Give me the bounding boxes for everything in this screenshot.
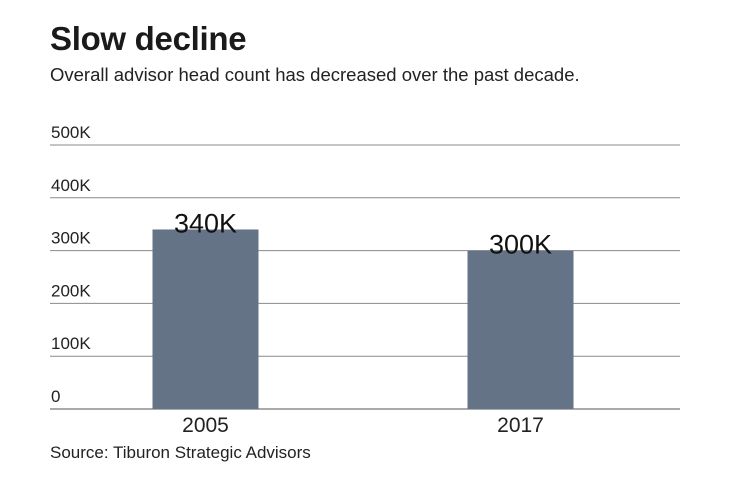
chart-source: Source: Tiburon Strategic Advisors [50, 443, 311, 462]
x-axis-category-labels: 2005 2017 [182, 414, 544, 437]
y-axis-tick-labels: 0 100K 200K 300K 400K 500K [51, 123, 91, 406]
y-tick-label: 100K [51, 334, 91, 353]
data-labels: 340K 300K [174, 208, 552, 259]
data-label-2017: 300K [489, 230, 552, 260]
y-tick-label: 0 [51, 387, 60, 406]
chart-subtitle: Overall advisor head count has decreased… [50, 64, 580, 85]
y-tick-label: 300K [51, 229, 91, 248]
y-tick-label: 400K [51, 176, 91, 195]
bars [152, 229, 574, 409]
y-tick-label: 200K [51, 281, 91, 300]
gridlines [50, 144, 680, 410]
x-tick-label-2017: 2017 [497, 414, 544, 437]
chart-title: Slow decline [50, 20, 247, 57]
bar-2017 [467, 250, 574, 409]
x-tick-label-2005: 2005 [182, 414, 229, 437]
data-label-2005: 340K [174, 208, 237, 238]
y-tick-label: 500K [51, 123, 91, 142]
bar-2005 [152, 229, 259, 409]
